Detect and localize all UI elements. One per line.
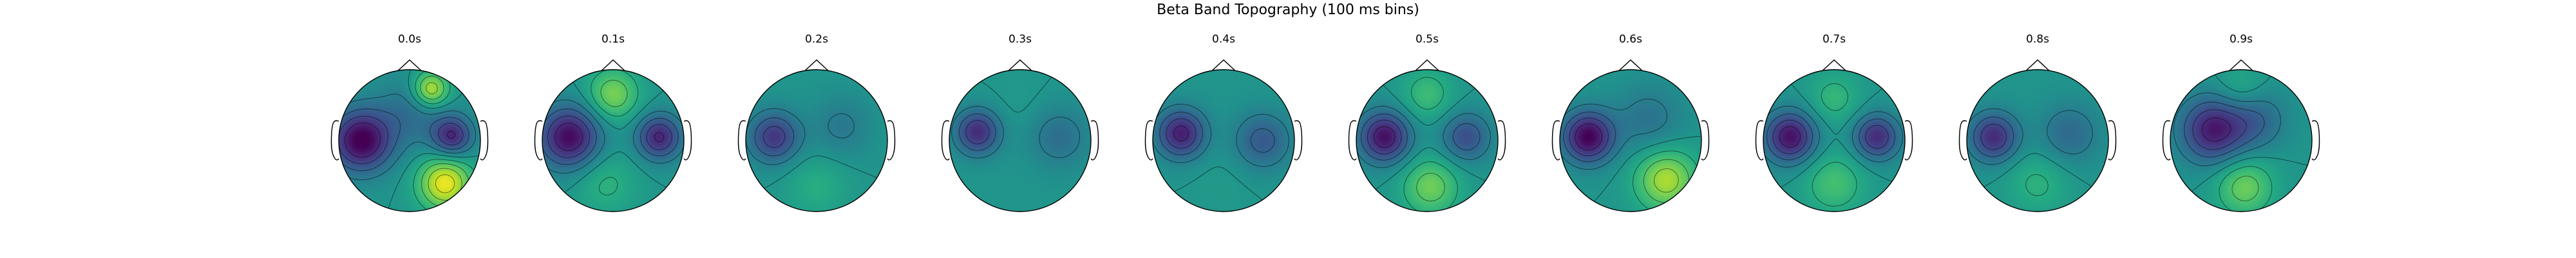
nose-outline [397,59,422,72]
head-outline [949,69,1092,212]
right-ear-outline [2311,120,2320,161]
right-ear-outline [1701,120,1710,161]
panel-title: 0.0s [398,33,421,46]
head-outline [1356,69,1499,212]
panel-title: 0.1s [601,33,625,46]
nose-outline [1008,59,1032,72]
panel-title: 0.3s [1009,33,1032,46]
nose-outline [1822,59,1846,72]
topomap-panel: 0.9s [2162,33,2320,212]
right-ear-outline [683,120,692,161]
topomap-panel: 0.2s [737,33,896,212]
nose-outline [2025,59,2050,72]
head-outline [1152,69,1295,212]
right-ear-outline [887,120,896,161]
left-ear-outline [1551,120,1560,161]
right-ear-outline [1090,120,1099,161]
head-outline [542,69,685,212]
left-ear-outline [1958,120,1967,161]
left-ear-outline [1144,120,1153,161]
head-outline [1559,69,1702,212]
nose-outline [2229,59,2253,72]
nose-outline [1618,59,1643,72]
contour-lines [542,70,684,211]
panel-title: 0.6s [1619,33,1642,46]
left-ear-outline [1755,120,1764,161]
nose-outline [601,59,625,72]
left-ear-outline [534,120,543,161]
topomap-panels: 0.0s 0.1s 0.2s 0.3s 0.4s 0.5s 0.6s 0.7s 0.8s 0.9s [330,33,2320,212]
figure-title: Beta Band Topography (100 ms bins) [1157,2,1419,18]
contour-lines [2171,70,2312,212]
right-ear-outline [1904,120,1913,161]
right-ear-outline [480,120,489,161]
contour-lines [746,108,887,197]
panel-title: 0.7s [1823,33,1846,46]
topomap-panel: 0.8s [1958,33,2117,212]
left-ear-outline [1348,120,1357,161]
nose-outline [1211,59,1236,72]
topomap-panel: 0.6s [1551,33,1710,212]
panel-title: 0.5s [1416,33,1439,46]
topomap-panel: 0.7s [1755,33,1913,212]
panel-title: 0.9s [2230,33,2253,46]
head-outline [745,69,888,212]
topomap-panel: 0.5s [1348,33,1506,212]
left-ear-outline [941,120,950,161]
contour-lines [1153,103,1289,212]
left-ear-outline [330,120,339,161]
panel-title: 0.8s [2026,33,2049,46]
contour-lines [1763,70,1905,207]
left-ear-outline [2162,120,2171,161]
head-outline [1763,69,1906,212]
left-ear-outline [737,120,746,161]
head-outline [338,69,481,212]
right-ear-outline [2108,120,2117,161]
nose-outline [804,59,829,72]
topomap-panel: 0.1s [534,33,692,212]
nose-outline [1415,59,1439,72]
panel-title: 0.4s [1212,33,1235,46]
head-outline [2170,69,2313,212]
head-outline [1966,69,2109,212]
right-ear-outline [1497,120,1506,161]
topomap-panel: 0.3s [941,33,1099,212]
right-ear-outline [1294,120,1303,161]
contour-lines [1356,70,1498,212]
panel-title: 0.2s [805,33,828,46]
topomap-panel: 0.4s [1144,33,1303,212]
topomap-panel: 0.0s [330,33,489,212]
